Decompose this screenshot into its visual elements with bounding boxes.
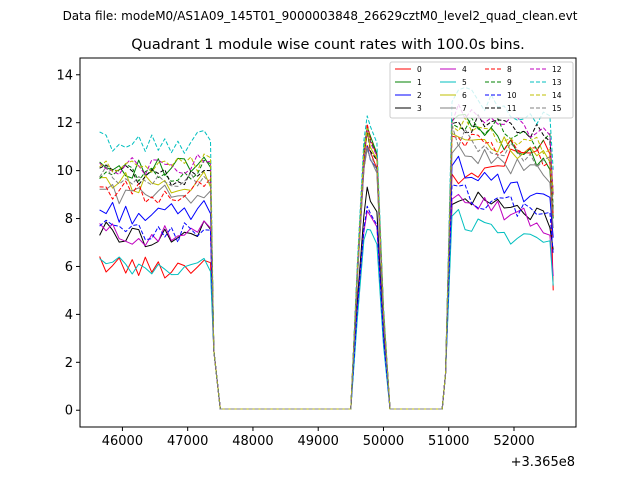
series-line-14 — [99, 117, 554, 410]
legend-label-3: 3 — [417, 104, 422, 113]
x-tick-label: 46000 — [102, 434, 143, 449]
x-tick-label: 47000 — [167, 434, 208, 449]
legend-label-7: 7 — [462, 104, 467, 113]
legend-label-1: 1 — [417, 78, 422, 87]
series-line-8 — [99, 123, 554, 410]
series-line-15 — [99, 124, 554, 410]
legend-label-9: 9 — [507, 78, 512, 87]
y-tick-label: 14 — [56, 68, 73, 83]
suptitle: Data file: modeM0/AS1A09_145T01_90000038… — [63, 9, 578, 23]
y-tick-label: 8 — [65, 212, 73, 227]
legend-label-14: 14 — [552, 91, 562, 100]
x-tick-label: 49000 — [298, 434, 339, 449]
x-tick-label: 51000 — [428, 434, 469, 449]
y-tick-label: 4 — [65, 308, 73, 323]
y-tick-label: 6 — [65, 260, 73, 275]
legend-label-6: 6 — [462, 91, 467, 100]
legend-label-2: 2 — [417, 91, 422, 100]
legend-label-13: 13 — [552, 78, 562, 87]
legend-label-11: 11 — [507, 104, 517, 113]
legend-box — [389, 61, 574, 119]
legend-label-8: 8 — [507, 65, 512, 74]
chart-title: Quadrant 1 module wise count rates with … — [131, 37, 525, 53]
x-offset-label: +3.365e8 — [511, 455, 575, 470]
y-axis: 0 2 4 6 8 10 12 14 — [56, 68, 80, 419]
legend-label-4: 4 — [462, 65, 467, 74]
legend-label-10: 10 — [507, 91, 517, 100]
y-tick-label: 10 — [56, 164, 73, 179]
x-axis: 46000 47000 48000 49000 50000 51000 52000 — [102, 427, 535, 449]
y-tick-label: 2 — [65, 356, 73, 371]
legend-label-0: 0 — [417, 65, 422, 74]
x-tick-label: 50000 — [363, 434, 404, 449]
legend-label-5: 5 — [462, 78, 467, 87]
x-tick-label: 48000 — [232, 434, 273, 449]
y-tick-label: 0 — [65, 404, 73, 419]
plot-frame — [79, 57, 577, 428]
legend-label-12: 12 — [552, 65, 562, 74]
legend-label-15: 15 — [552, 104, 562, 113]
x-tick-label: 52000 — [493, 434, 534, 449]
y-tick-label: 12 — [56, 116, 73, 131]
